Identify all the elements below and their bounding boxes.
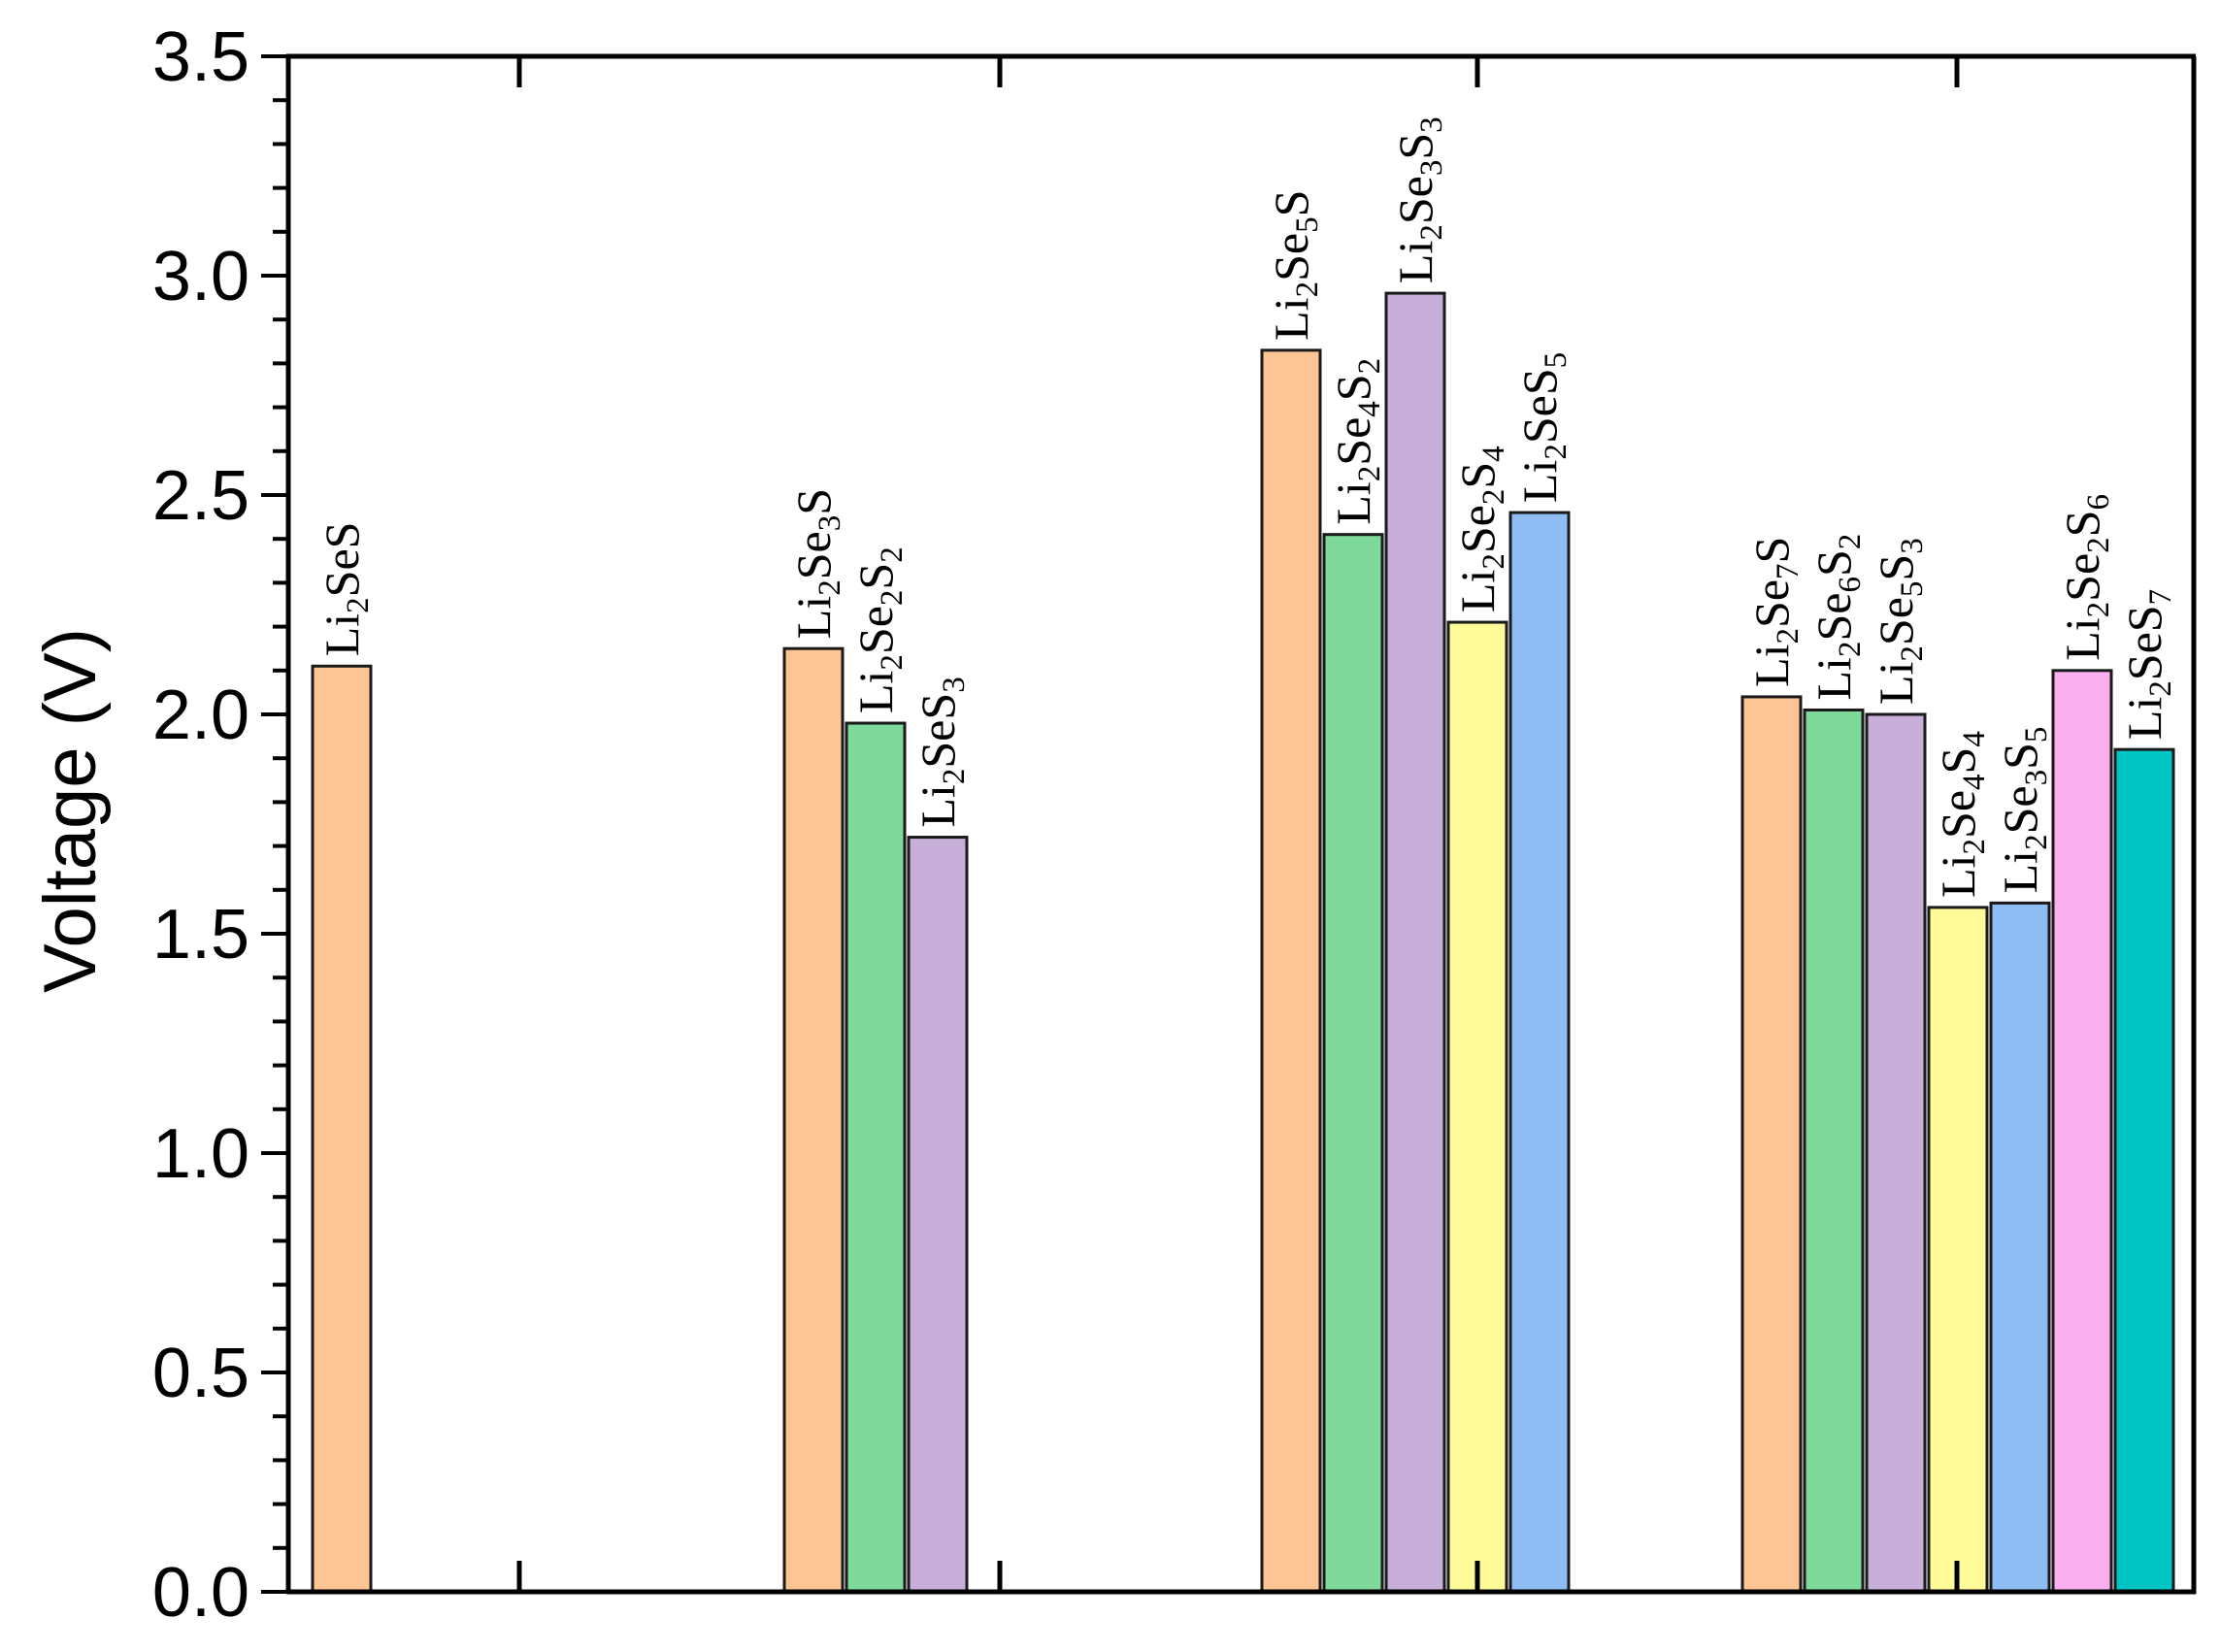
- bar-group-2-3: [907, 836, 969, 1594]
- bar-group-3-1: [1260, 348, 1322, 1594]
- bar-group-3-3: [1384, 291, 1446, 1594]
- bars-layer: [311, 291, 2175, 1594]
- y-axis-title: Voltage (V): [29, 628, 112, 993]
- bar-group-4-7: [2113, 747, 2175, 1594]
- bar-group-3-2: [1322, 533, 1384, 1594]
- bar-group-2-2: [845, 721, 907, 1594]
- bar-group-4-6: [2051, 669, 2113, 1594]
- bar-label-group-4-4: Li2Se4S4: [1931, 731, 1992, 898]
- bar-label-group-2-1: Li2Se3S: [786, 488, 847, 639]
- y-tick-label-5: 2.5: [152, 457, 249, 535]
- bar-group-4-5: [1989, 901, 2051, 1594]
- bar-label-group-4-6: Li2Se2S6: [2055, 494, 2116, 661]
- bar-group-1-1: [311, 664, 373, 1594]
- y-tick-label-4: 2.0: [152, 677, 249, 754]
- bar-label-group-4-5: Li2Se3S5: [1993, 727, 2054, 894]
- bar-labels-layer: Li2SeSLi2Se3SLi2Se2S2Li2SeS3Li2Se5SLi2Se…: [315, 116, 2178, 898]
- y-tick-label-2: 1.0: [152, 1115, 249, 1193]
- bar-label-group-1-1: Li2SeS: [315, 522, 376, 657]
- bar-group-4-1: [1740, 695, 1803, 1594]
- bar-label-group-4-7: Li2SeS7: [2117, 589, 2178, 740]
- bar-label-group-4-2: Li2Se6S2: [1806, 534, 1868, 701]
- bar-label-group-3-3: Li2Se3S3: [1388, 116, 1449, 283]
- bar-label-group-4-3: Li2Se5S3: [1869, 538, 1930, 705]
- bar-label-group-2-3: Li2SeS3: [911, 677, 972, 827]
- bar-group-4-4: [1927, 906, 1989, 1594]
- bar-group-3-5: [1508, 511, 1571, 1594]
- y-tick-label-1: 0.5: [152, 1335, 249, 1412]
- y-tick-label-0: 0.0: [152, 1554, 249, 1632]
- bar-group-4-2: [1803, 708, 1865, 1594]
- bar-label-group-2-2: Li2Se2S2: [848, 546, 910, 713]
- bar-group-2-1: [782, 646, 845, 1594]
- y-tick-label-7: 3.5: [152, 18, 249, 96]
- bar-label-group-3-1: Li2Se5S: [1264, 190, 1325, 341]
- bar-label-group-3-4: Li2Se2S4: [1450, 446, 1511, 612]
- bar-label-group-4-1: Li2Se7S: [1744, 537, 1806, 687]
- y-tick-label-6: 3.0: [152, 238, 249, 315]
- bar-label-group-3-5: Li2SeS5: [1512, 352, 1574, 503]
- bar-group-3-4: [1446, 620, 1508, 1594]
- bar-group-4-3: [1865, 712, 1927, 1594]
- bar-label-group-3-2: Li2Se4S2: [1326, 358, 1387, 525]
- y-tick-label-3: 1.5: [152, 896, 249, 974]
- axes-layer: 0.0 0.5 1.0 1.5 2.0 2.5 3.0 3.5: [152, 18, 2197, 1632]
